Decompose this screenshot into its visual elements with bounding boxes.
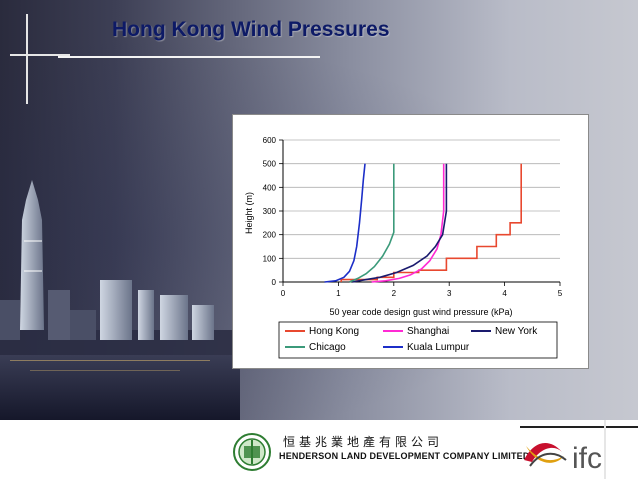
series-line-chicago [349, 163, 395, 283]
ifc-brand-text: ifc [572, 442, 602, 475]
decorative-horizontal-line [10, 54, 70, 56]
series-line-kuala-lumpur [324, 163, 366, 283]
decorative-footer-line [520, 426, 638, 428]
legend-box [278, 321, 558, 359]
legend-label-kuala-lumpur: Kuala Lumpur [407, 342, 470, 353]
x-tick-label: 2 [392, 289, 397, 298]
legend-label-new-york: New York [495, 326, 538, 337]
y-tick-label: 100 [263, 254, 277, 263]
x-axis-label: 50 year code design gust wind pressure (… [329, 307, 512, 317]
legend-label-chicago: Chicago [309, 342, 346, 353]
y-tick-label: 400 [263, 183, 277, 192]
page-title: Hong Kong Wind Pressures [112, 18, 390, 41]
legend-label-shanghai: Shanghai [407, 326, 449, 337]
y-tick-label: 600 [263, 136, 277, 145]
chart-container: 0 100 200 300 400 500 600 0 1 2 3 4 5 Height (m) 50 … [232, 114, 589, 369]
chart: 0 100 200 300 400 500 600 0 1 2 3 4 5 Height (m) 50 … [244, 136, 563, 359]
x-tick-label: 5 [558, 289, 563, 298]
x-tick-label: 4 [502, 289, 507, 298]
company-name-english: HENDERSON LAND DEVELOPMENT COMPANY LIMIT… [279, 451, 530, 461]
y-axis-label: Height (m) [244, 192, 254, 234]
y-tick-label: 0 [272, 278, 277, 287]
series-line-hong-kong [340, 163, 523, 282]
henderson-logo-icon [233, 433, 271, 471]
x-tick-label: 0 [281, 289, 286, 298]
company-name-chinese: 恒基兆業地產有限公司 [283, 435, 444, 449]
series-layer [324, 163, 523, 283]
skyline-illustration [0, 180, 240, 420]
y-tick-label: 500 [263, 160, 277, 169]
series-line-shanghai [371, 163, 445, 283]
legend-label-hong-kong: Hong Kong [309, 326, 359, 337]
title-underline [58, 56, 320, 58]
grid-layer [283, 139, 560, 259]
legend: Hong Kong Shanghai New York Chicago Kuala Lu… [285, 326, 538, 353]
y-tick-label: 300 [263, 207, 277, 216]
x-tick-label: 3 [447, 289, 452, 298]
series-line-new-york [352, 163, 448, 283]
y-tick-label: 200 [263, 231, 277, 240]
decorative-vertical-line [26, 14, 28, 104]
x-tick-label: 1 [336, 289, 341, 298]
ifc-logo-icon: ifc [524, 442, 602, 475]
decorative-footer-vertical-line [604, 420, 606, 479]
